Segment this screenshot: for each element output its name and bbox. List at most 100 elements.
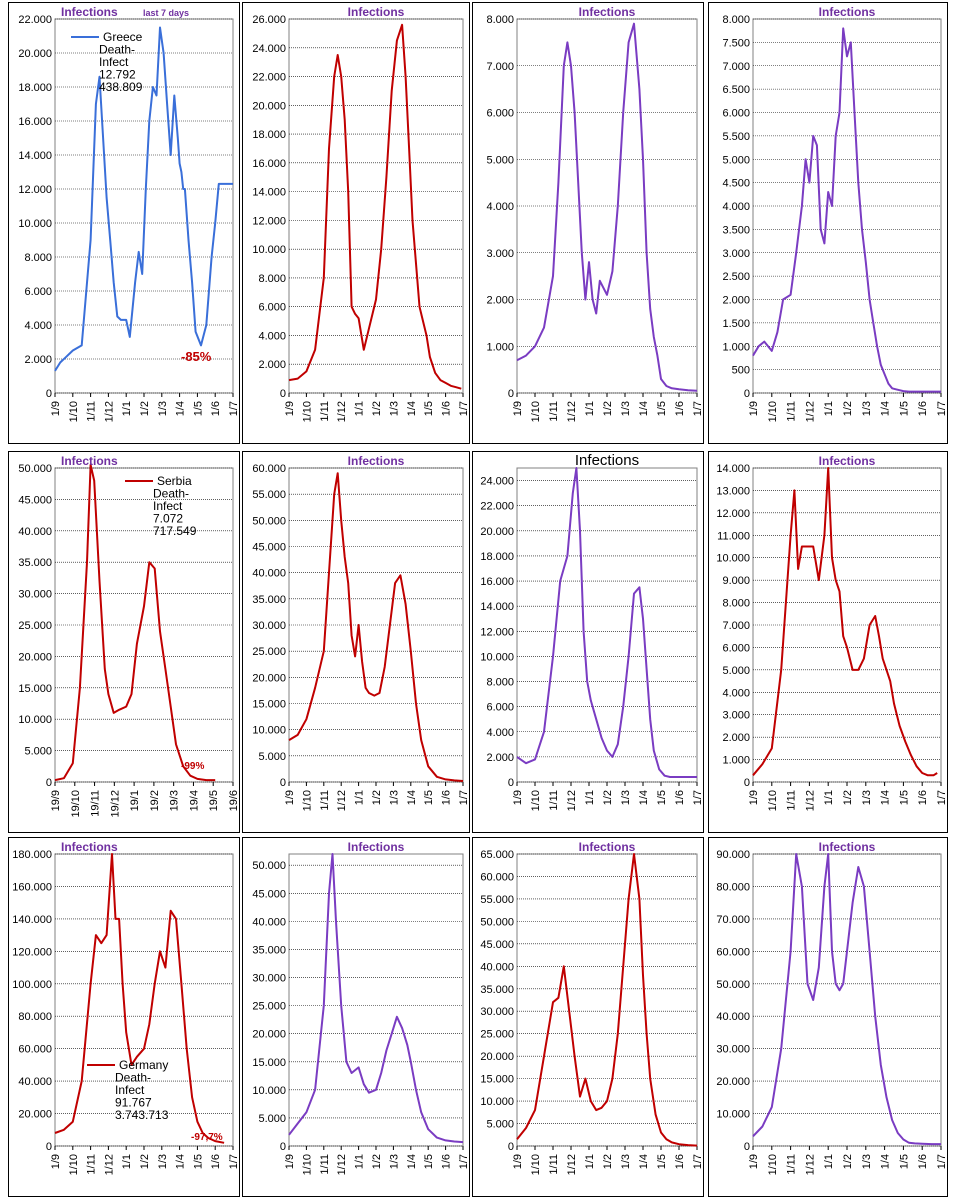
y-tick-label: 80.000 [716,881,750,893]
x-tick-label: 1/11 [319,790,331,811]
x-tick-label: 19/2 [149,790,161,811]
chart-svg: 0 2.000 4.000 6.000 8.000 10.000 12.000 14.000 1… [252,5,469,422]
x-tick-label: 1/5 [656,1154,668,1169]
x-tick-label: 1/12 [566,790,578,811]
x-tick-label: 1/5 [423,790,435,805]
series-line-nmaced [516,22,698,392]
chart-svg: 0 5.000 10.000 15.000 20.000 25.000 30.000 35.0… [252,454,469,811]
x-tick-label: 1/11 [786,1154,798,1175]
chart-title: Infections [61,5,118,19]
legend-text: 91.767 [115,1096,152,1110]
x-tick-label: 1/1 [584,401,596,416]
x-tick-label: 1/10 [530,401,542,422]
x-tick-label: 1/4 [880,790,892,805]
series-line-slovenia [752,467,938,777]
y-tick-label: 0 [280,388,286,400]
y-tick-label: 60.000 [18,1044,52,1056]
y-tick-label: 12.000 [252,215,286,227]
y-tick-label: 0 [508,1141,514,1153]
decline-percent-label: -85% [181,349,212,364]
chart-title: Infections [579,5,636,19]
x-tick-label: 1/6 [674,401,686,416]
chart-svg: 0 500 1.000 1.500 2.000 2.500 3.000 3.500 4.000 4… [722,5,947,422]
y-tick-label: 10.000 [18,714,52,726]
y-tick-label: 3.000 [722,710,750,722]
y-tick-label: 55.000 [480,894,514,906]
y-tick-label: 1.500 [722,318,750,330]
y-tick-label: 18.000 [480,551,514,563]
y-tick-label: 50.000 [18,463,52,475]
x-tick-label: 1/5 [192,401,204,416]
y-tick-label: 0 [46,1141,52,1153]
y-tick-label: 15.000 [18,683,52,695]
y-tick-label: 7.000 [722,61,750,73]
plot-area [288,853,464,1147]
y-tick-label: 6.000 [258,302,286,314]
x-tick-label: 1/7 [692,401,704,416]
y-tick-label: 8.000 [486,14,514,26]
x-tick-label: 1/1 [121,1154,133,1169]
x-tick-label: 1/6 [441,790,453,805]
x-tick-label: 1/12 [103,1154,115,1175]
y-tick-label: 24.000 [480,476,514,488]
chart-svg: 0 2.000 4.000 6.000 8.000 10.000 12.000 14.000 1… [480,452,703,811]
y-tick-label: 6.000 [486,108,514,120]
y-tick-label: 120.000 [12,946,52,958]
x-tick-label: 1/7 [228,1154,240,1169]
x-tick-label: 1/1 [354,401,366,416]
y-tick-label: 30.000 [252,973,286,985]
x-tick-label: 1/10 [68,1154,80,1175]
y-tick-label: 10.000 [18,218,52,230]
x-tick-label: 1/3 [388,1154,400,1169]
y-tick-label: 14.000 [480,601,514,613]
chart-panel-czech: 0 10.000 20.000 30.000 40.000 50.000 60.000 70.… [708,837,948,1197]
x-tick-label: 1/2 [371,1154,383,1169]
y-tick-label: 4.000 [722,201,750,213]
series-line-croatia [516,467,697,778]
chart-subtitle: last 7 days [143,8,189,18]
x-tick-label: 1/5 [898,401,910,416]
y-tick-label: 0 [280,777,286,789]
y-tick-label: 6.000 [722,642,750,654]
x-tick-label: 1/2 [602,790,614,805]
x-tick-label: 1/4 [175,1154,187,1169]
chart-svg: 0 1.000 2.000 3.000 4.000 5.000 6.000 7.000 8.00… [716,454,947,811]
x-tick-label: 19/12 [109,790,121,818]
x-tick-label: 1/4 [406,401,418,416]
chart-svg: 0 20.000 40.000 60.000 80.000 100.000 120.000 1… [12,840,240,1175]
y-tick-label: 40.000 [252,916,286,928]
x-tick-label: 1/1 [121,401,133,416]
x-tick-label: 1/10 [301,790,313,811]
series-line-czech [752,853,941,1146]
x-tick-label: 1/1 [354,1154,366,1169]
y-tick-label: 7.000 [486,61,514,73]
series-line-hungary [516,853,698,1147]
x-tick-label: 1/3 [620,401,632,416]
x-tick-label: 1/1 [823,790,835,805]
y-tick-label: 10.000 [480,1096,514,1108]
y-tick-label: 24.000 [252,43,286,55]
y-tick-label: 6.500 [722,84,750,96]
x-tick-label: 1/12 [103,401,115,422]
y-tick-label: 0 [508,388,514,400]
y-tick-label: 20.000 [716,1076,750,1088]
x-tick-label: 1/11 [319,401,331,422]
x-tick-label: 1/6 [917,401,929,416]
y-tick-label: 60.000 [252,463,286,475]
series-line-albania [752,27,941,393]
y-tick-label: 8.000 [722,14,750,26]
y-tick-label: 10.000 [716,553,750,565]
y-tick-label: 5.500 [722,131,750,143]
y-tick-label: 20.000 [18,651,52,663]
chart-svg: 0 5.000 10.000 15.000 20.000 25.000 30.000 35.0… [18,454,239,818]
chart-panel-romania: 0 5.000 10.000 15.000 20.000 25.000 30.000 35.0… [242,451,470,833]
y-tick-label: 5.000 [24,746,52,758]
x-tick-label: 1/12 [336,790,348,811]
y-tick-label: 14.000 [252,187,286,199]
y-tick-label: 35.000 [480,984,514,996]
y-tick-label: 22.000 [252,72,286,84]
y-tick-label: 25.000 [252,646,286,658]
chart-panel-bulgaria: 0 2.000 4.000 6.000 8.000 10.000 12.000 14.000 1… [242,2,470,444]
y-tick-label: 4.000 [24,320,52,332]
